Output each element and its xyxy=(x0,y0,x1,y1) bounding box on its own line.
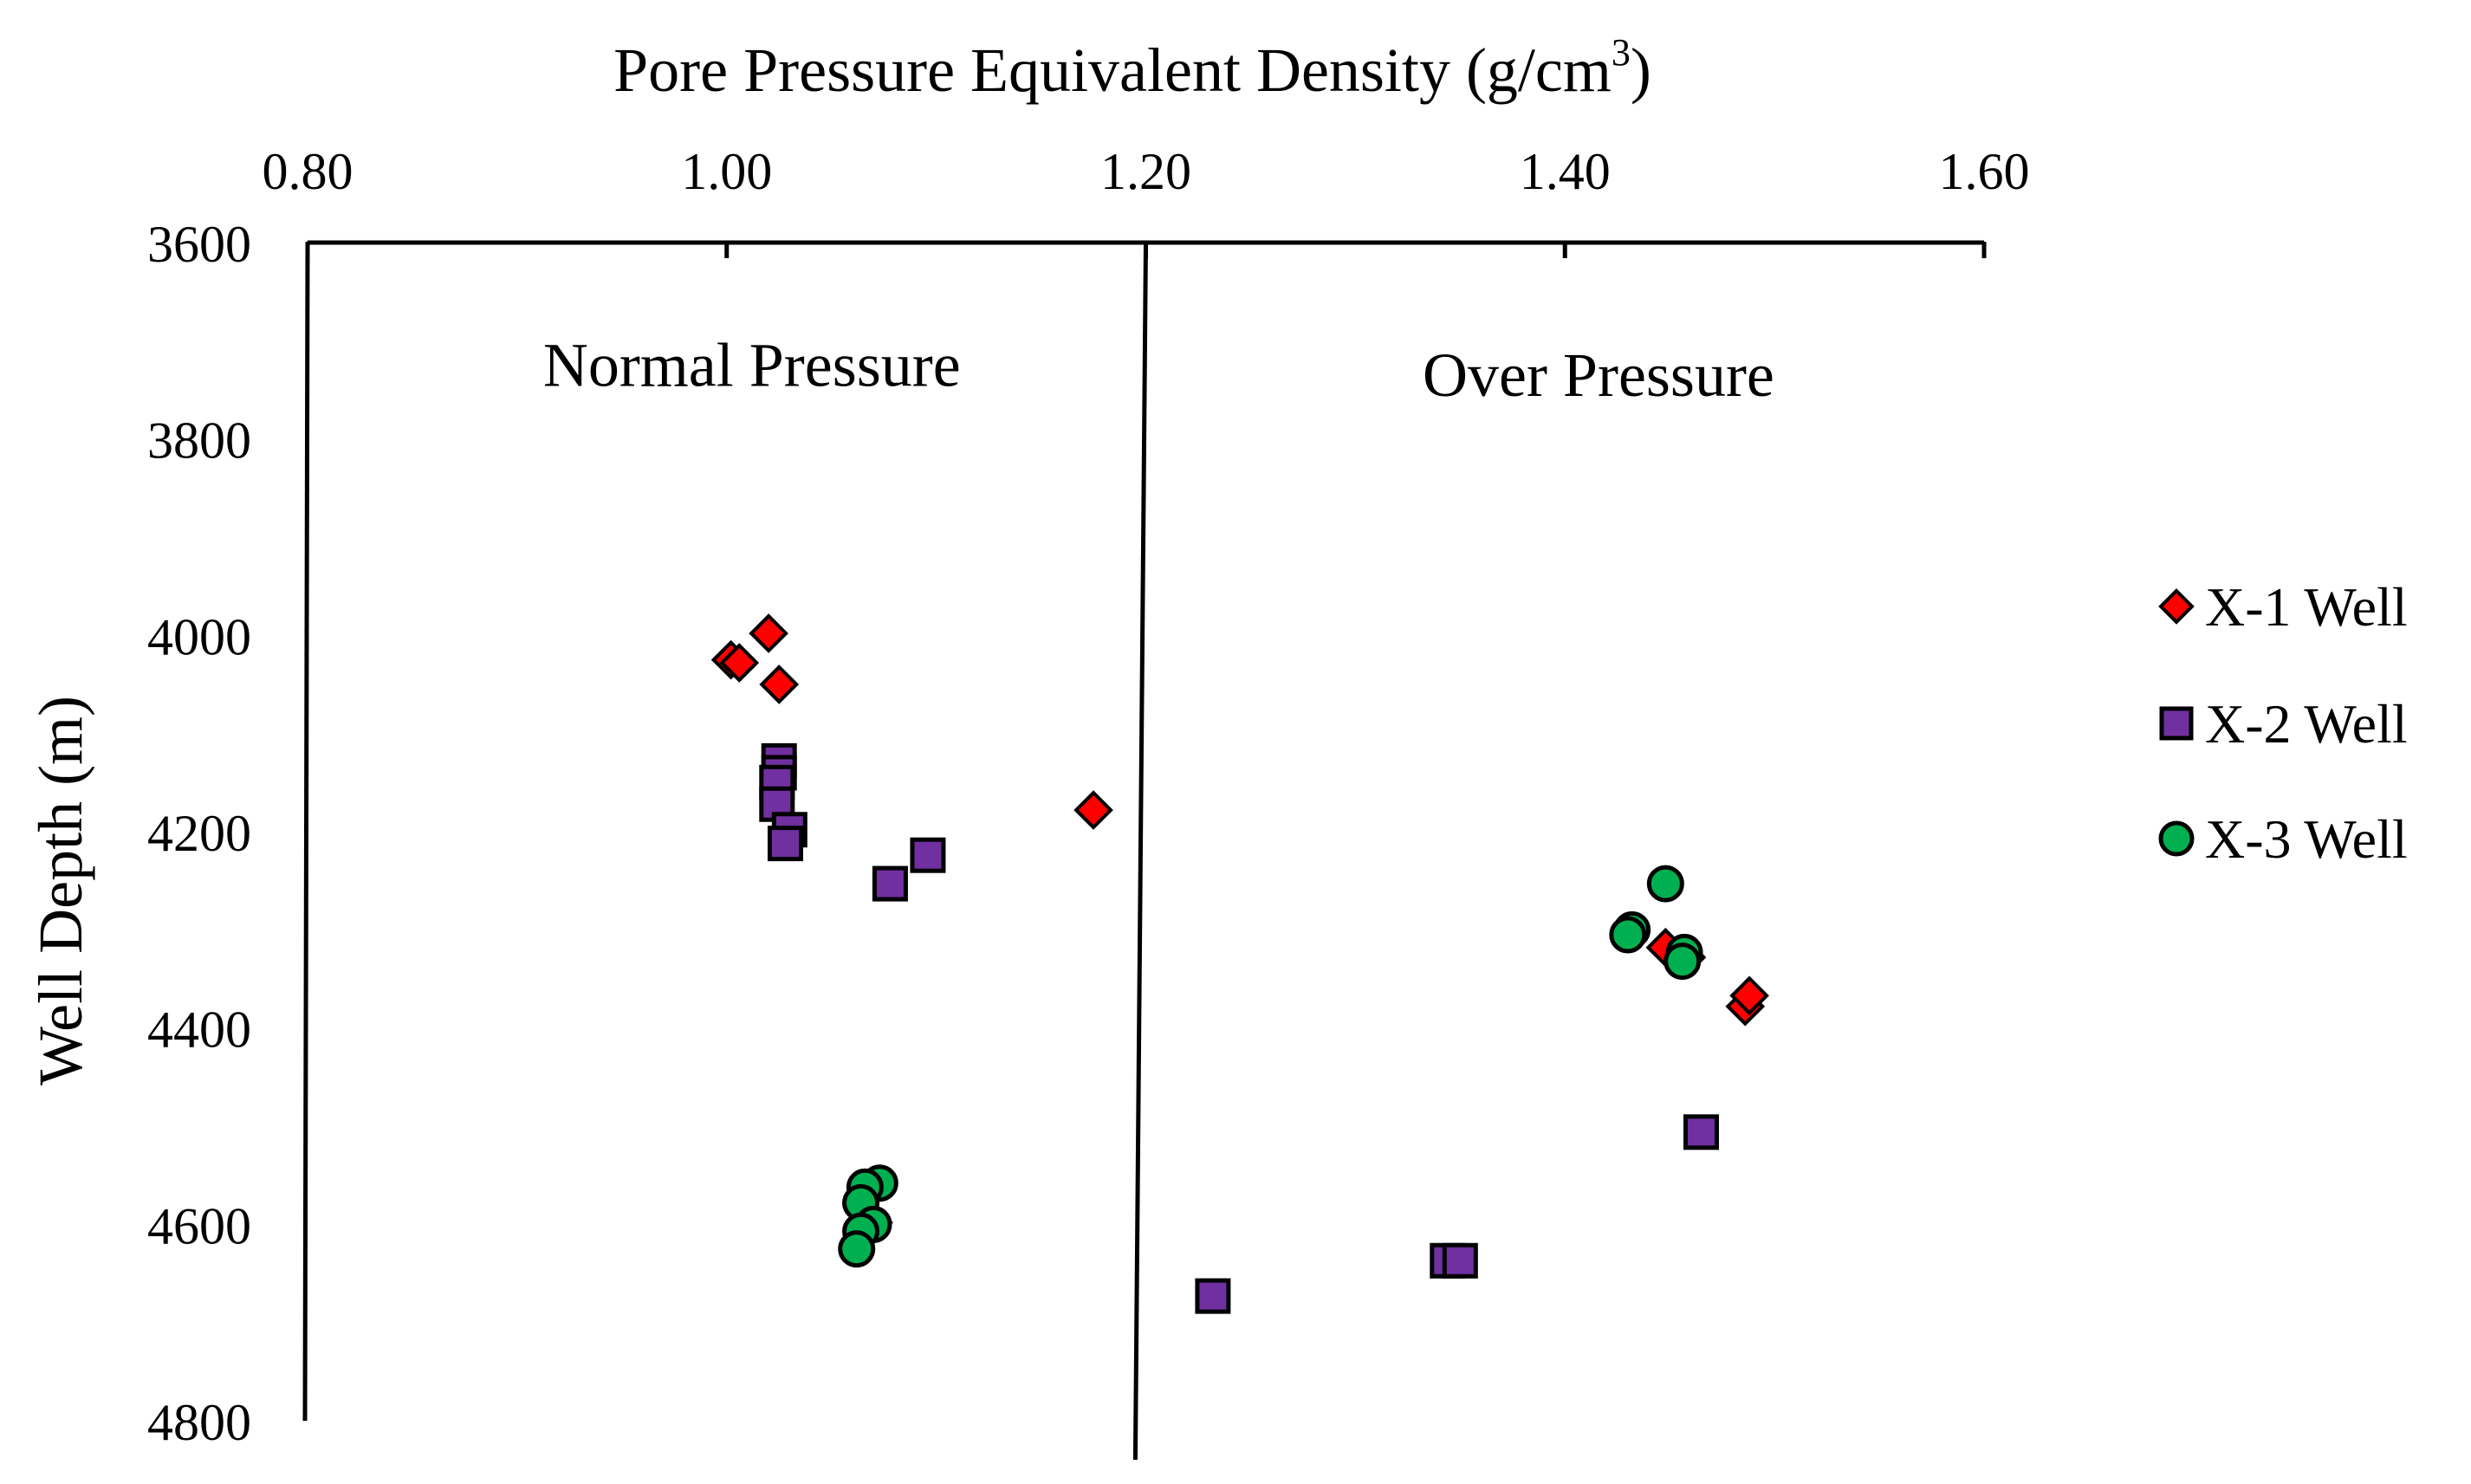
y-tick-label: 4000 xyxy=(147,608,251,665)
legend-item-x1: X-1 Well xyxy=(2158,576,2408,638)
y-axis-line xyxy=(302,242,310,1422)
data-point-square xyxy=(910,837,946,873)
annotation-over-pressure: Over Pressure xyxy=(1423,340,1774,410)
x-axis-title-main: Pore Pressure Equivalent Density (g/cm xyxy=(613,36,1612,105)
legend-marker-x1-diamond xyxy=(2158,588,2195,625)
data-point-circle xyxy=(1664,943,1702,981)
data-point-square xyxy=(1683,1114,1719,1150)
legend-item-x2: X-2 Well xyxy=(2159,693,2408,755)
x-axis-title: Pore Pressure Equivalent Density (g/cm3) xyxy=(613,31,1651,105)
y-tick-label: 4800 xyxy=(147,1394,251,1451)
axes-group xyxy=(302,240,1987,1461)
data-point-diamond xyxy=(759,664,800,704)
x-tick-label: 1.20 xyxy=(1100,143,1191,200)
pressure-divider-line xyxy=(1132,242,1148,1461)
y-tick-label: 3800 xyxy=(147,412,251,470)
x-tick-label: 1.60 xyxy=(1939,143,2030,200)
data-point-square xyxy=(767,826,803,862)
legend-label-x1: X-1 Well xyxy=(2205,576,2408,638)
y-tick-labels: 3600 3800 4000 4200 4400 4600 4800 xyxy=(147,216,251,1451)
legend: X-1 Well X-2 Well X-3 Well xyxy=(2158,576,2408,870)
legend-label-x3: X-3 Well xyxy=(2205,808,2408,870)
data-point-circle xyxy=(1609,916,1647,954)
x-tick-label: 0.80 xyxy=(263,143,353,200)
x-tick-label: 1.00 xyxy=(681,143,772,200)
data-point-diamond xyxy=(1073,790,1113,830)
x-tick-label: 1.40 xyxy=(1520,143,1611,200)
legend-marker-x3-circle xyxy=(2158,820,2195,857)
data-point-square xyxy=(872,865,908,902)
y-tick-label: 4600 xyxy=(147,1197,251,1254)
y-tick-label: 4200 xyxy=(147,805,251,862)
data-point-diamond xyxy=(749,613,788,653)
y-tick-label: 4400 xyxy=(147,1001,251,1059)
annotation-normal-pressure: Normal Pressure xyxy=(543,331,961,400)
y-axis-title: Well Depth (m) xyxy=(26,696,95,1085)
data-point-square xyxy=(1195,1278,1231,1314)
x-axis-title-close: ) xyxy=(1631,36,1651,105)
legend-item-x3: X-3 Well xyxy=(2158,808,2408,870)
data-point-circle xyxy=(1646,865,1684,903)
legend-label-x2: X-2 Well xyxy=(2205,693,2408,755)
y-tick-label: 3600 xyxy=(147,216,251,273)
x-axis-title-superscript: 3 xyxy=(1612,31,1631,74)
data-point-circle xyxy=(838,1230,876,1268)
data-point-diamond xyxy=(719,643,760,683)
data-markers xyxy=(710,613,1769,1314)
data-point-diamond xyxy=(1729,975,1769,1016)
data-point-square xyxy=(1442,1242,1478,1279)
legend-marker-x2-square xyxy=(2159,706,2194,741)
x-tick-labels: 0.80 1.00 1.20 1.40 1.60 xyxy=(263,143,2030,200)
